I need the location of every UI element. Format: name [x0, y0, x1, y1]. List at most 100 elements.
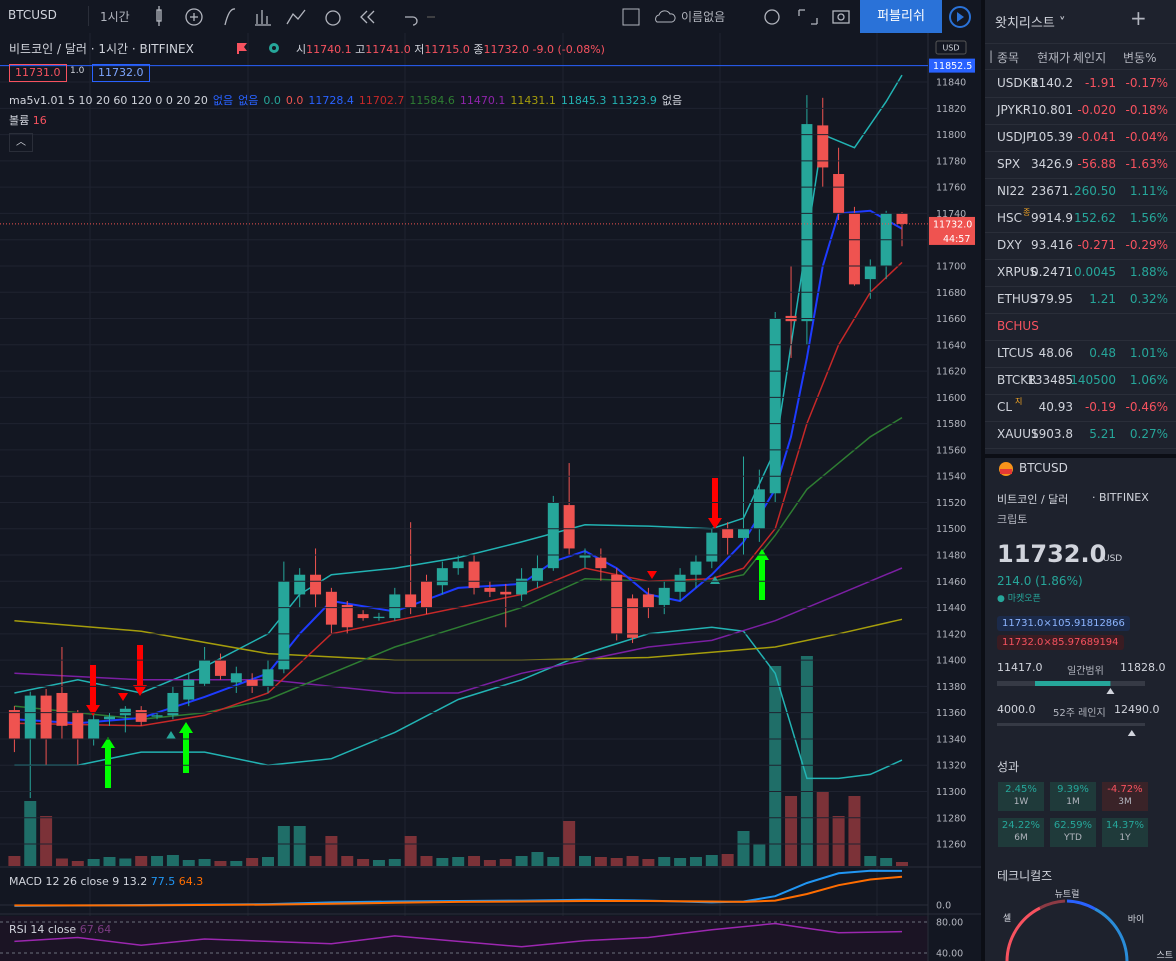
add-symbol[interactable]: +: [1130, 6, 1147, 30]
volume-bar: [293, 826, 306, 866]
compare-icon[interactable]: [286, 9, 306, 25]
volume-bar: [325, 836, 338, 866]
watchlist-title[interactable]: 왓치리스트 ˅: [995, 16, 1066, 31]
buy-triangle: [710, 576, 720, 584]
watchlist-row[interactable]: JPYKR 10.801 -0.020 -0.18%: [985, 97, 1176, 125]
watchlist-row[interactable]: HSC 종 9914.9 152.62 1.56%: [985, 205, 1176, 233]
wl-badge: 지: [1015, 397, 1023, 406]
play-button[interactable]: [946, 4, 974, 30]
year-high: 12490.0: [1114, 703, 1160, 716]
header: 체인지: [1073, 51, 1107, 65]
y-tick-label: 11580: [936, 419, 966, 430]
wl-symbol: DXY: [997, 238, 1022, 252]
watchlist-row[interactable]: NI22 23671. 260.50 1.11%: [985, 178, 1176, 206]
fx-icon[interactable]: [224, 8, 236, 26]
wl-symbol: XAUUS: [997, 427, 1039, 441]
collapse-button[interactable]: ︿: [9, 133, 33, 152]
performance-period: YTD: [1064, 833, 1082, 843]
volume-bar: [785, 796, 798, 866]
detail-exchange: · BITFINEX: [1092, 491, 1149, 504]
gauge-strong: 스트: [1156, 950, 1173, 961]
alert-icon[interactable]: [325, 10, 341, 26]
bid-button[interactable]: 11731.0: [9, 64, 67, 82]
volume-bar: [468, 856, 481, 866]
watchlist-row[interactable]: USDKR 1140.2 -1.91 -0.17%: [985, 70, 1176, 98]
high-line-label: 11852.5: [933, 61, 972, 72]
volume-bar: [515, 856, 528, 866]
layout-icon[interactable]: [622, 8, 640, 26]
coin-icon: [999, 462, 1013, 476]
watchlist-row[interactable]: CL 지 40.93 -0.19 -0.46%: [985, 394, 1176, 422]
ma-value: 11845.3: [560, 94, 607, 107]
y-tick-label: 11280: [936, 813, 966, 824]
buy-arrow: [755, 549, 769, 600]
candle-body: [167, 692, 179, 716]
performance-value: -4.72%: [1107, 784, 1143, 795]
volume-bar: [896, 862, 908, 866]
interval[interactable]: 1시간: [100, 10, 130, 24]
watchlist-row[interactable]: XAUUS 1903.8 5.21 0.27%: [985, 421, 1176, 449]
settings[interactable]: [764, 9, 780, 25]
wl-pct: 1.01%: [1129, 346, 1168, 360]
chart-icon[interactable]: [255, 10, 271, 26]
section-divider: [985, 454, 1176, 458]
volume-bar: [388, 859, 401, 866]
ask-button[interactable]: 11732.0: [92, 64, 150, 82]
snapshot[interactable]: [832, 10, 850, 24]
volume-label: 볼륨: [9, 114, 30, 127]
last-price-box: [929, 216, 975, 245]
watchlist-row[interactable]: SPX 3426.9 -56.88 -1.63%: [985, 151, 1176, 179]
volume-bar: [800, 656, 813, 866]
wl-last: 105.39: [1031, 130, 1073, 144]
y-tick-label: 11400: [936, 656, 966, 667]
layout-name[interactable]: 이름없음: [681, 10, 726, 24]
last-price-label: 11732.0: [933, 219, 972, 230]
rsi-tick-label: 40.00: [936, 949, 963, 960]
volume-bar: [309, 856, 322, 866]
year-range-label: 52주 레인지: [1053, 708, 1106, 719]
spread: 1.0: [70, 66, 85, 76]
undo-redo: [405, 16, 435, 26]
countdown: 44:57: [943, 234, 970, 245]
volume-bar: [642, 859, 655, 866]
ma-value: 없음: [661, 94, 683, 107]
y-tick-label: 11320: [936, 761, 966, 772]
detail-price: 11732.0: [997, 540, 1107, 568]
candle-body: [135, 710, 147, 722]
watchlist-title-text: 왓치리스트: [995, 16, 1055, 31]
wl-last: 0.2471: [1031, 265, 1073, 279]
wl-symbol: ETHUS: [997, 292, 1038, 306]
wl-last: 40.93: [1038, 400, 1073, 414]
candle-body: [674, 574, 686, 592]
sell-arrow: [708, 478, 722, 529]
gauge-sell: 셀: [1003, 913, 1011, 924]
year-range-marker: [1127, 730, 1136, 736]
fullscreen[interactable]: [798, 9, 818, 25]
wl-pct: 0.32%: [1129, 292, 1168, 306]
wl-symbol: BTCKR: [997, 373, 1037, 387]
candle-body: [294, 574, 306, 595]
wl-change: 1.21: [1089, 292, 1116, 306]
performance-period: 3M: [1118, 797, 1132, 807]
symbol[interactable]: BTCUSD: [8, 8, 57, 22]
publish-button[interactable]: 퍼블리쉬: [860, 0, 942, 33]
gauge-neutral: 뉴트럴: [1055, 889, 1080, 900]
watchlist-row[interactable]: ETHUS 379.95 1.21 0.32%: [985, 286, 1176, 314]
cloud-icon[interactable]: [655, 10, 676, 23]
watchlist-row[interactable]: USDJP 105.39 -0.041 -0.04%: [985, 124, 1176, 152]
watchlist-row[interactable]: LTCUS 48.06 0.48 1.01%: [985, 340, 1176, 368]
volume-bar: [404, 836, 417, 866]
candle-body: [611, 574, 623, 634]
replay-icon[interactable]: [360, 10, 375, 24]
wl-change: 5.21: [1089, 427, 1116, 441]
watchlist-row[interactable]: DXY 93.416 -0.271 -0.29%: [985, 232, 1176, 260]
watchlist-row[interactable]: XRPUS 0.2471 0.0045 1.88%: [985, 259, 1176, 287]
watchlist-row[interactable]: BTCKR 133485 140500 1.06%: [985, 367, 1176, 395]
detail-name: 비트코인 / 달러: [997, 493, 1069, 506]
volume-bar: [436, 858, 449, 866]
candle-body: [56, 692, 68, 726]
wl-pct: 0.27%: [1129, 427, 1168, 441]
watchlist-row[interactable]: BCHUS: [985, 313, 1176, 341]
indicator-add[interactable]: [185, 8, 203, 26]
undo[interactable]: [405, 16, 418, 26]
